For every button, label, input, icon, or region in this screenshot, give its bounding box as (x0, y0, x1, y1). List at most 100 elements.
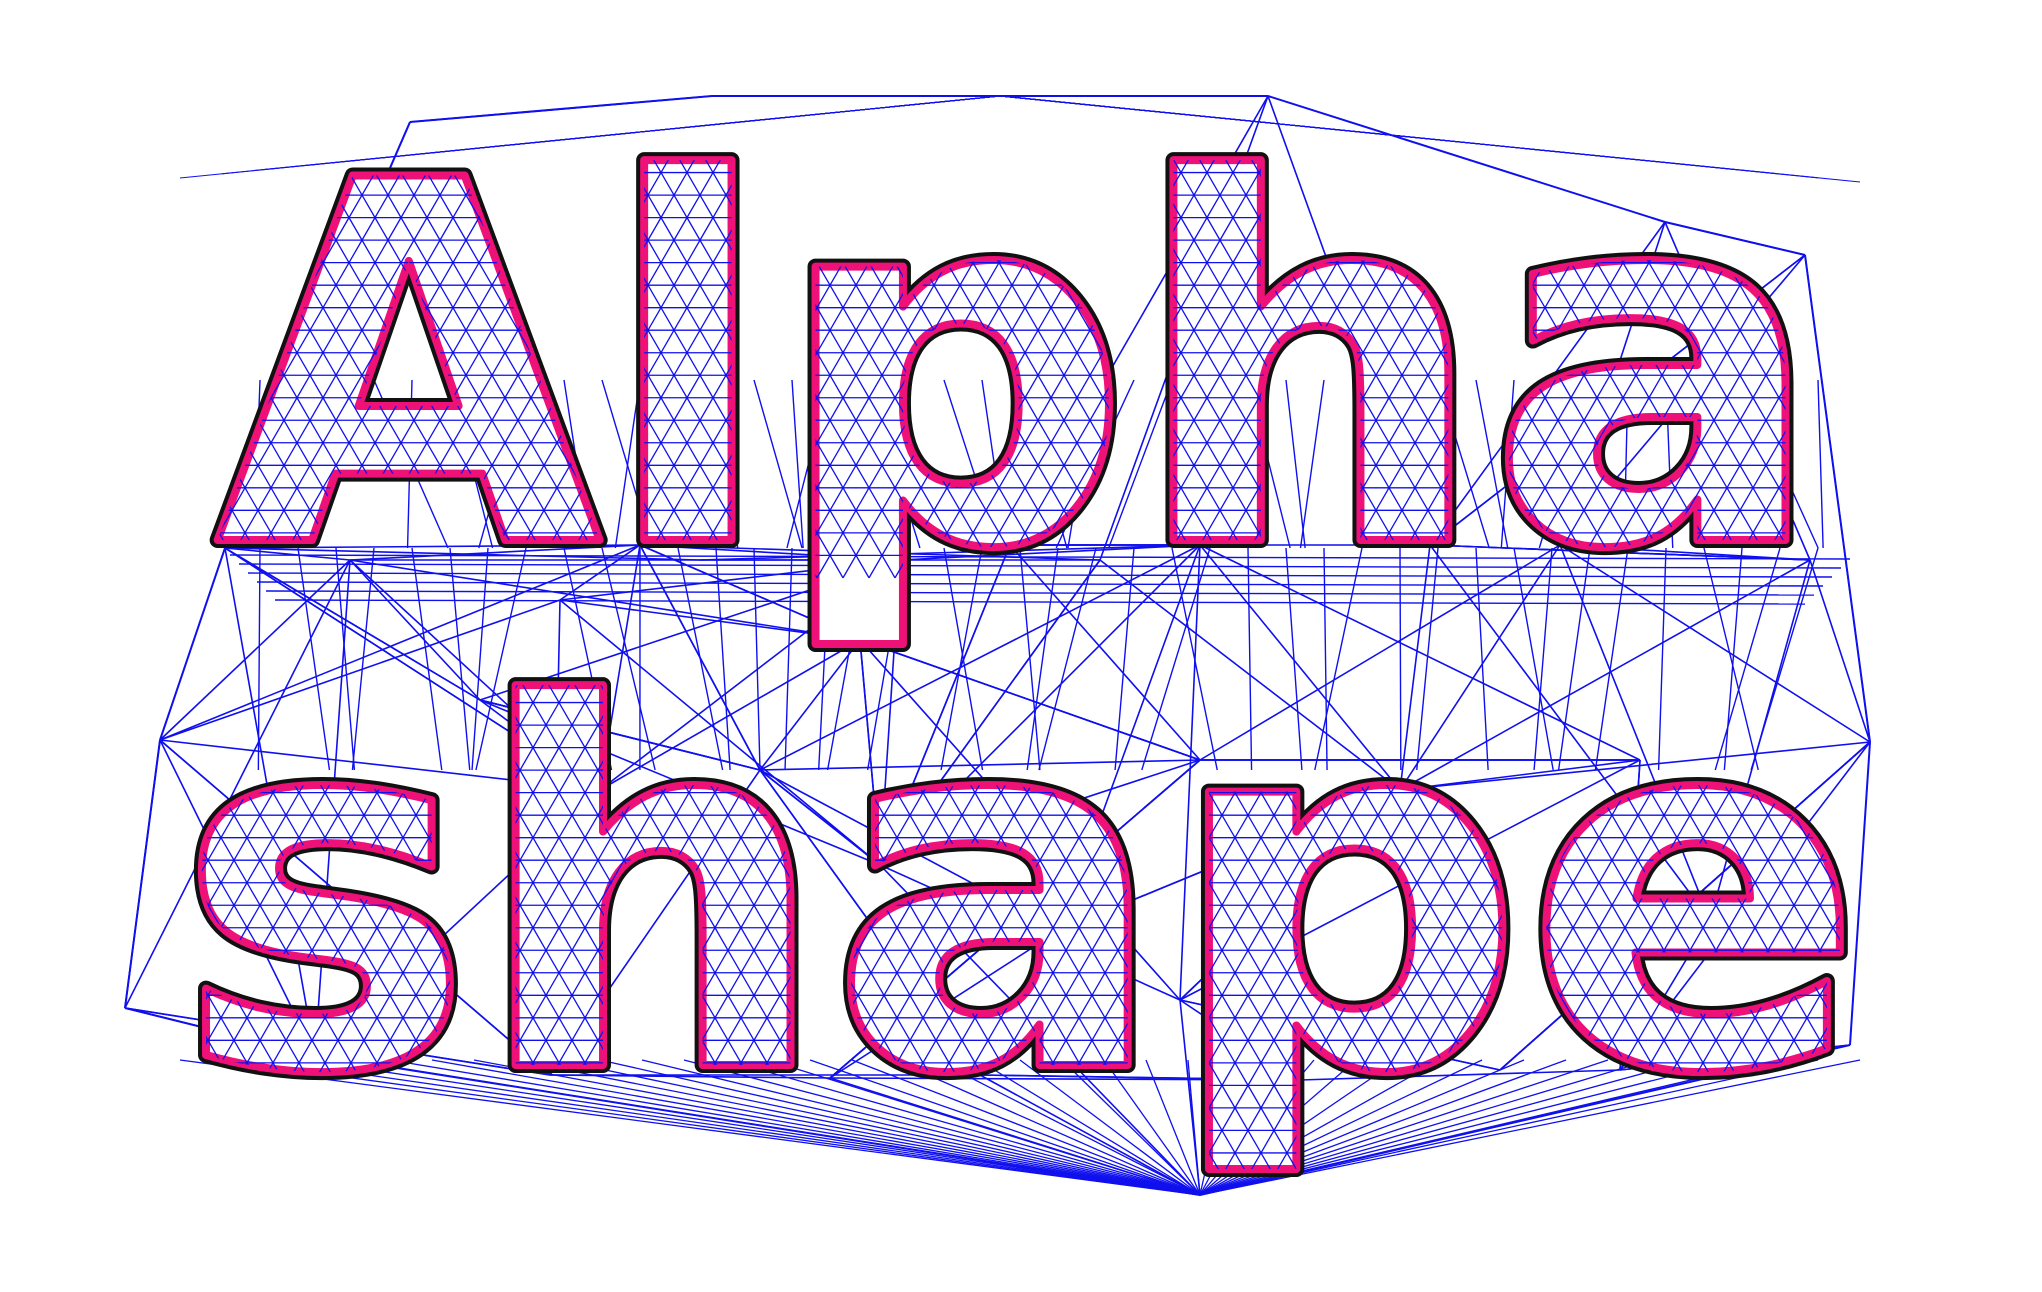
alpha-mesh-edge (1857, 195, 1870, 218)
alpha-mesh-edge (1844, 240, 1857, 263)
alpha-mesh-edge (1870, 128, 1883, 151)
alpha-mesh-edge (193, 150, 206, 173)
word-alpha: Alpha Alpha (180, 60, 1896, 658)
alpha-mesh-edge (1870, 263, 1883, 286)
alpha-mesh-edge (1870, 555, 1883, 578)
alpha-mesh-edge (1870, 83, 1883, 106)
alpha-mesh-edge (1883, 105, 1896, 128)
alpha-mesh-edge (1857, 330, 1870, 353)
alpha-mesh-edge (180, 285, 193, 308)
alpha-mesh-edge (1883, 150, 1896, 173)
alpha-mesh-edge (1857, 263, 1870, 286)
alpha-mesh-edge (1844, 533, 1857, 556)
alpha-mesh-edge (193, 218, 206, 241)
alpha-mesh-edge (1844, 105, 1857, 128)
alpha-mesh-edge (193, 285, 206, 308)
alpha-mesh-edge (1831, 263, 1844, 286)
alpha-mesh-edge (1844, 420, 1857, 443)
alpha-mesh-edge (1844, 60, 1857, 83)
alpha-mesh-edge (1857, 488, 1870, 511)
alpha-mesh-edge (1857, 240, 1870, 263)
alpha-mesh-edge (180, 555, 193, 578)
alpha-mesh-edge (180, 465, 193, 488)
alpha-mesh-edge (1844, 353, 1857, 376)
alpha-mesh-edge (1844, 285, 1857, 308)
alpha-mesh-edge (1870, 398, 1883, 421)
alpha-mesh-edge (193, 443, 206, 466)
alpha-mesh-edge (1844, 128, 1857, 151)
alpha-mesh-edge (180, 150, 193, 173)
alpha-mesh-edge (1831, 218, 1844, 241)
alpha-mesh-edge (206, 60, 219, 83)
alpha-mesh-edge (1857, 83, 1870, 106)
alpha-mesh-edge (193, 420, 206, 443)
alpha-mesh-edge (1883, 375, 1896, 398)
alpha-mesh-edge (1844, 443, 1857, 466)
alpha-mesh-edge (1883, 330, 1896, 353)
alpha-mesh-edge (1844, 375, 1857, 398)
alpha-mesh-edge (1870, 533, 1883, 556)
alpha-mesh-edge (1857, 533, 1870, 556)
alpha-mesh-edge (1870, 195, 1883, 218)
alpha-mesh-edge (1831, 60, 1844, 83)
alpha-mesh-edge (1870, 420, 1883, 443)
alpha-mesh-edge (1831, 398, 1844, 421)
alpha-mesh-edge (1831, 285, 1844, 308)
word-shape: shape shape (130, 590, 1937, 1220)
alpha-mesh-edge (1857, 375, 1870, 398)
alpha-mesh-edge (1857, 443, 1870, 466)
alpha-mesh-edge (1831, 420, 1844, 443)
alpha-mesh-edge (1870, 60, 1883, 83)
alpha-mesh-edge (1870, 240, 1883, 263)
alpha-mesh-edge (1857, 353, 1870, 376)
alpha-mesh-edge (193, 353, 206, 376)
alpha-mesh-edge (180, 195, 193, 218)
alpha-mesh-edge (1870, 218, 1883, 241)
alpha-mesh-edge (1870, 173, 1883, 196)
alpha-mesh-edge (193, 83, 206, 106)
alpha-mesh-edge (1857, 150, 1870, 173)
alpha-mesh-edge (1883, 240, 1896, 263)
alpha-mesh-edge (180, 375, 193, 398)
alpha-mesh-edge (1831, 240, 1844, 263)
alpha-mesh-edge (1870, 105, 1883, 128)
alpha-mesh-edge (1883, 195, 1896, 218)
alpha-mesh-edge (1883, 285, 1896, 308)
alpha-mesh-edge (180, 105, 193, 128)
alpha-mesh-edge (1857, 308, 1870, 331)
alpha-mesh-edge (1870, 330, 1883, 353)
alpha-mesh-edge (1883, 555, 1896, 578)
alpha-mesh-edge (1870, 150, 1883, 173)
triangulation-edge (125, 740, 160, 1008)
alpha-mesh-edge (1831, 330, 1844, 353)
alpha-mesh-edge (1857, 285, 1870, 308)
alpha-mesh-edge (1870, 375, 1883, 398)
alpha-mesh-edge (1844, 218, 1857, 241)
alpha-mesh-edge (193, 488, 206, 511)
alpha-mesh-edge (1883, 465, 1896, 488)
alpha-mesh-edge (1844, 150, 1857, 173)
alpha-mesh-edge (180, 510, 193, 533)
alpha-mesh-edge (1831, 353, 1844, 376)
alpha-mesh-edge (1883, 60, 1896, 83)
alpha-mesh-edge (1870, 308, 1883, 331)
alpha-mesh-edge (1857, 105, 1870, 128)
alpha-mesh-edge (193, 195, 206, 218)
alpha-mesh-edge (193, 263, 206, 286)
alpha-mesh-edge (1844, 488, 1857, 511)
alpha-mesh-edge (193, 555, 206, 578)
alpha-mesh-edge (1870, 353, 1883, 376)
alpha-mesh-edge (1883, 510, 1896, 533)
alpha-mesh-edge (1831, 83, 1844, 106)
alpha-mesh-edge (1870, 465, 1883, 488)
alpha-mesh-edge (1831, 128, 1844, 151)
alpha-mesh-edge (1844, 173, 1857, 196)
alpha-mesh-edge (1857, 173, 1870, 196)
alpha-mesh-edge (1844, 83, 1857, 106)
alpha-mesh-edge (193, 308, 206, 331)
alpha-mesh-edge (1844, 465, 1857, 488)
alpha-mesh-edge (1844, 308, 1857, 331)
alpha-mesh-edge (1870, 443, 1883, 466)
